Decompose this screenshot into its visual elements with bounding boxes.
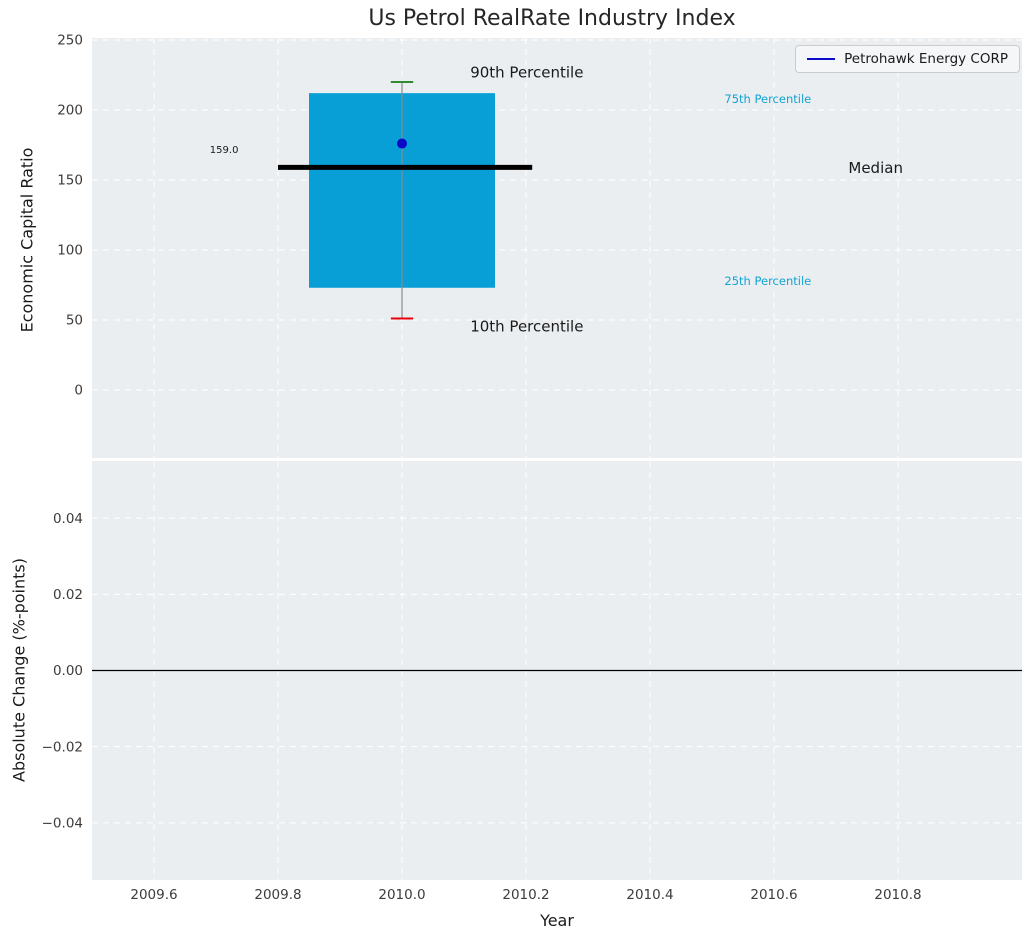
- y-tick-label: 100: [57, 243, 83, 259]
- x-tick-label: 2009.8: [254, 887, 301, 903]
- y-tick-label: 0.00: [53, 663, 83, 679]
- label-75th-percentile: 75th Percentile: [724, 92, 811, 106]
- x-tick-label: 2010.2: [502, 887, 549, 903]
- label-90th-percentile: 90th Percentile: [470, 64, 583, 82]
- plot-area-economic-capital-ratio: [92, 38, 1022, 458]
- legend-line-sample: [807, 58, 836, 60]
- x-axis-label: Year: [540, 911, 574, 930]
- x-tick-label: 2009.6: [130, 887, 177, 903]
- x-tick-label: 2010.0: [378, 887, 425, 903]
- legend-label: Petrohawk Energy CORP: [844, 51, 1008, 67]
- y-tick-label: 250: [57, 33, 83, 49]
- y-tick-label: 200: [57, 103, 83, 119]
- x-tick-label: 2010.4: [626, 887, 673, 903]
- x-tick-label: 2010.6: [750, 887, 797, 903]
- y-axis-label-absolute-change: Absolute Change (%-points): [9, 558, 29, 782]
- chart-title: Us Petrol RealRate Industry Index: [368, 6, 736, 31]
- y-tick-label: −0.02: [42, 739, 83, 755]
- label-25th-percentile: 25th Percentile: [724, 274, 811, 288]
- label-10th-percentile: 10th Percentile: [470, 318, 583, 336]
- company-marker: [397, 138, 407, 149]
- y-tick-label: 150: [57, 173, 83, 189]
- legend: Petrohawk Energy CORP: [795, 45, 1020, 73]
- label-median: Median: [848, 159, 903, 177]
- y-tick-label: 0: [74, 383, 83, 399]
- y-tick-label: 0.02: [53, 587, 83, 603]
- x-tick-label: 2010.8: [874, 887, 921, 903]
- y-axis-label-economic-capital-ratio: Economic Capital Ratio: [17, 147, 37, 333]
- y-tick-label: 50: [66, 313, 83, 329]
- y-tick-label: −0.04: [42, 816, 83, 832]
- label-median-value: 159.0: [210, 145, 239, 156]
- y-tick-label: 0.04: [53, 511, 83, 527]
